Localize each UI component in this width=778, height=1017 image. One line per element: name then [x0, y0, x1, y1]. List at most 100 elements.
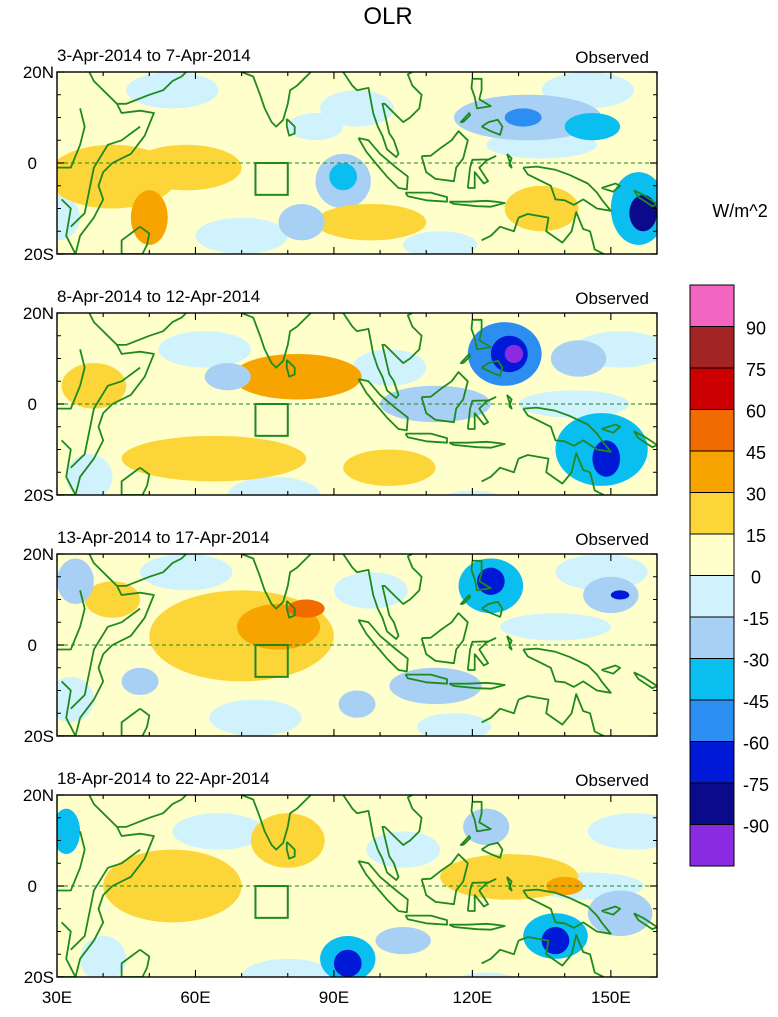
x-tick-label: 120E — [453, 988, 493, 1007]
colorbar: 90 75 60 45 30 15 0 -15 -30 -45 -60 -75 -90 — [689, 284, 769, 867]
coastline — [57, 795, 657, 977]
anomaly-contour — [583, 576, 639, 614]
region-box — [254, 403, 289, 437]
panel-4: 18-Apr-2014 to 22-Apr-2014 Observed 20N 0 20… — [23, 769, 658, 987]
colorbar-label: 90 — [746, 319, 766, 339]
anomaly-contour — [477, 567, 505, 595]
field-patch — [66, 454, 113, 495]
panel-observed-tag: Observed — [575, 48, 649, 67]
field-patch — [80, 936, 127, 977]
colorbar-swatch — [689, 409, 735, 452]
y-tick-label: 0 — [28, 636, 37, 655]
colorbar-label: -90 — [743, 817, 769, 837]
field-patch — [241, 958, 334, 977]
colorbar-swatch — [689, 326, 735, 369]
panel-period-label: 3-Apr-2014 to 7-Apr-2014 — [57, 46, 251, 65]
anomaly-contour — [333, 949, 362, 977]
colorbar-label: -75 — [743, 775, 769, 795]
colorbar-swatch — [689, 824, 735, 867]
colorbar-label: -45 — [743, 692, 769, 712]
anomaly-contour — [121, 435, 307, 482]
y-tick-label: 20S — [24, 727, 54, 746]
y-tick-label: 20N — [23, 786, 54, 805]
y-tick-label: 20N — [23, 545, 54, 564]
field-patch — [140, 554, 233, 591]
anomaly-contour — [250, 813, 325, 868]
x-tick-label: 150E — [591, 988, 631, 1007]
colorbar-swatch — [689, 658, 735, 701]
colorbar-label: -60 — [743, 734, 769, 754]
coastline — [57, 554, 657, 736]
colorbar-label: 15 — [746, 526, 766, 546]
field-patch — [172, 813, 265, 850]
y-tick-label: 20N — [23, 63, 54, 82]
figure-title: OLR — [363, 3, 412, 30]
anomaly-field — [57, 795, 657, 977]
panel-2: 8-Apr-2014 to 12-Apr-2014 Observed 20N 0 20S — [23, 287, 658, 505]
colorbar-swatch — [689, 367, 735, 410]
field-patch — [352, 349, 427, 386]
y-tick-label: 0 — [28, 154, 37, 173]
anomaly-contour — [541, 926, 570, 955]
panel-period-label: 18-Apr-2014 to 22-Apr-2014 — [57, 769, 270, 788]
anomaly-contour — [287, 599, 325, 618]
panel-1: 3-Apr-2014 to 7-Apr-2014 Observed 20N 0 20S — [23, 46, 658, 264]
y-tick-label: 20S — [24, 245, 54, 264]
panel-observed-tag: Observed — [575, 771, 649, 790]
anomaly-field — [57, 72, 657, 254]
colorbar-label: -30 — [743, 651, 769, 671]
panel-observed-tag: Observed — [575, 530, 649, 549]
y-tick-label: 20N — [23, 304, 54, 323]
colorbar-label: 75 — [746, 360, 766, 380]
anomaly-contour — [315, 203, 427, 241]
panel-observed-tag: Observed — [575, 289, 649, 308]
field-patch — [126, 72, 219, 109]
y-tick-label: 20S — [24, 968, 54, 987]
field-patch — [500, 613, 611, 641]
field-patch — [227, 476, 321, 495]
colorbar-label: 0 — [751, 568, 761, 588]
field-patch — [195, 217, 288, 254]
coastline — [57, 313, 657, 495]
anomaly-contour — [343, 449, 436, 486]
field-patch — [403, 231, 477, 254]
colorbar-swatch — [689, 699, 735, 742]
panel-period-label: 13-Apr-2014 to 17-Apr-2014 — [57, 528, 270, 547]
colorbar-label: 60 — [746, 402, 766, 422]
anomaly-contour — [57, 558, 94, 605]
anomaly-contour — [504, 185, 579, 232]
colorbar-swatch — [689, 575, 735, 618]
colorbar-swatch — [689, 616, 735, 659]
anomaly-contour — [338, 690, 376, 718]
anomaly-contour — [84, 581, 141, 618]
colorbar-label: 45 — [746, 443, 766, 463]
anomaly-contour — [329, 163, 357, 191]
coastline — [57, 72, 657, 254]
anomaly-contour — [440, 854, 579, 900]
field-patch — [209, 699, 302, 736]
panel-period-label: 8-Apr-2014 to 12-Apr-2014 — [57, 287, 260, 306]
anomaly-contour — [504, 108, 542, 127]
colorbar-label: 30 — [746, 485, 766, 505]
field-patch — [587, 813, 657, 850]
anomaly-contour — [57, 808, 81, 855]
anomaly-contour — [204, 363, 251, 391]
anomaly-contour — [375, 926, 431, 955]
anomaly-contour — [504, 344, 524, 364]
colorbar-swatch — [689, 450, 735, 493]
anomaly-contour — [287, 112, 344, 141]
x-axis-labels: 30E 60E 90E 120E 150E — [42, 988, 631, 1007]
anomaly-contour — [564, 112, 621, 141]
x-tick-label: 30E — [42, 988, 72, 1007]
colorbar-label: -15 — [743, 609, 769, 629]
anomaly-field — [57, 313, 657, 495]
region-box — [254, 644, 289, 678]
anomaly-contour — [278, 203, 325, 241]
anomaly-contour — [130, 190, 168, 245]
anomaly-contour — [61, 363, 127, 409]
colorbar-swatch — [689, 782, 735, 825]
y-tick-label: 0 — [28, 395, 37, 414]
region-box — [254, 162, 289, 196]
map-panels: 3-Apr-2014 to 7-Apr-2014 Observed 20N 0 20S 8… — [23, 46, 658, 987]
field-patch — [333, 572, 408, 609]
